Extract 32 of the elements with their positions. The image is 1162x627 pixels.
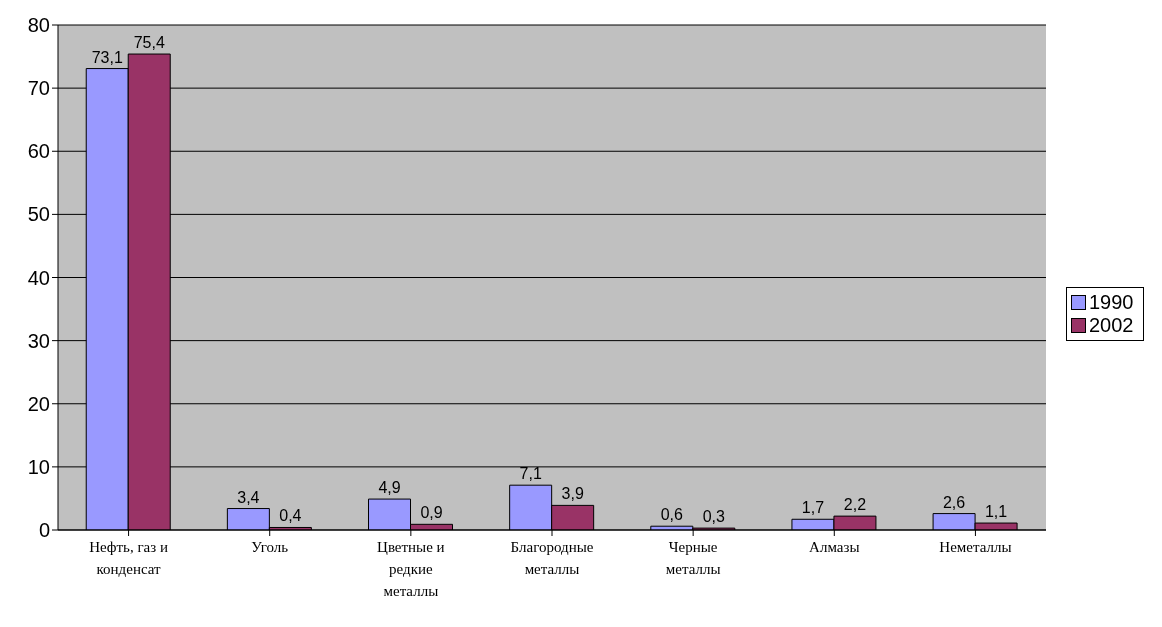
legend-label: 1990 bbox=[1089, 290, 1134, 314]
y-tick-label: 30 bbox=[27, 329, 50, 352]
data-label: 3,4 bbox=[237, 488, 260, 506]
data-label: 0,3 bbox=[702, 508, 726, 526]
x-tick-label: Уголь bbox=[251, 539, 289, 555]
data-label: 75,4 bbox=[133, 34, 165, 52]
data-label: 2,2 bbox=[843, 496, 867, 514]
data-label: 0,9 bbox=[420, 504, 443, 522]
x-tick-label: Цветные и редкие металлы bbox=[377, 539, 445, 599]
data-label: 1,1 bbox=[984, 503, 1008, 521]
legend-label: 2002 bbox=[1089, 313, 1134, 337]
y-tick-label: 20 bbox=[27, 392, 50, 415]
y-tick-label: 80 bbox=[27, 14, 50, 37]
y-tick-label: 60 bbox=[27, 140, 50, 163]
data-label: 0,4 bbox=[279, 507, 302, 525]
x-tick-label: Неметаллы bbox=[939, 539, 1012, 555]
y-tick-label: 0 bbox=[38, 519, 50, 542]
x-tick-label: Алмазы bbox=[809, 539, 860, 555]
data-label: 4,9 bbox=[378, 479, 401, 497]
data-label: 7,1 bbox=[519, 465, 542, 483]
x-tick-label: Черные металлы bbox=[665, 539, 721, 577]
y-tick-label: 50 bbox=[27, 203, 50, 226]
y-tick-label: 10 bbox=[27, 455, 50, 478]
data-label: 2,6 bbox=[942, 493, 966, 511]
x-tick-label: Благородные металлы bbox=[510, 539, 594, 577]
data-label: 1,7 bbox=[801, 499, 825, 517]
y-tick-label: 40 bbox=[27, 266, 50, 289]
x-tick-label: Нефть, газ и конденсат bbox=[89, 539, 168, 577]
y-tick-label: 70 bbox=[27, 77, 50, 100]
data-label: 0,6 bbox=[660, 506, 684, 524]
data-label: 3,9 bbox=[561, 485, 584, 503]
data-label: 73,1 bbox=[91, 48, 123, 66]
